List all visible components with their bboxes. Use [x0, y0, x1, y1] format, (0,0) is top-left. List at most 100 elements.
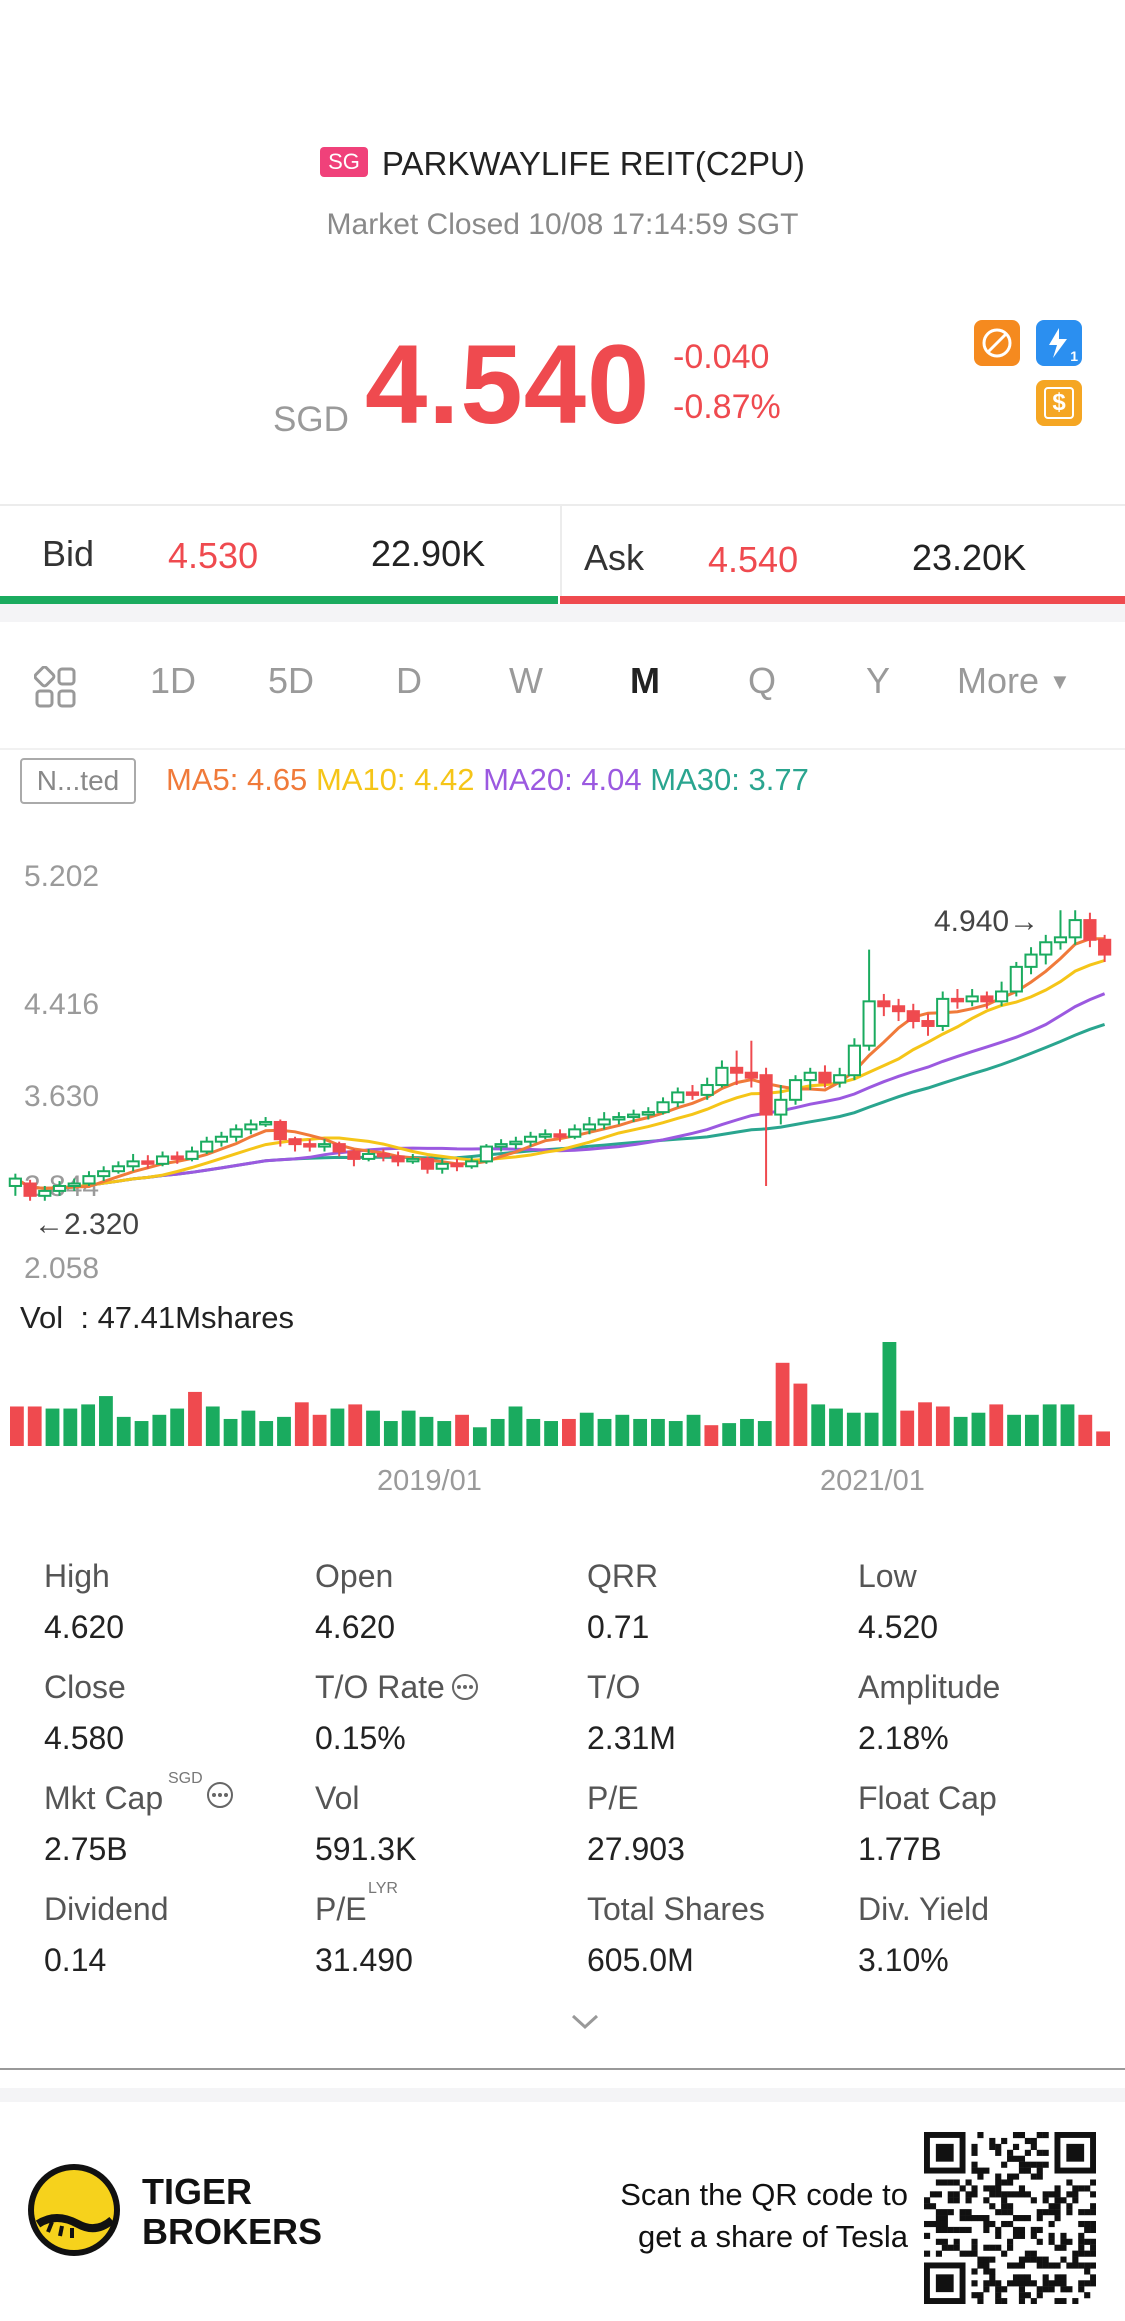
y-tick-1: 4.416 [24, 988, 100, 1021]
volume-readout: Vol : 47.41Mshares [20, 1300, 294, 1336]
ma20-label: MA20: 4.04 [483, 762, 642, 797]
lightning-badge: 1 [1070, 348, 1078, 364]
volume-bar [366, 1410, 380, 1446]
candle [656, 1097, 670, 1115]
candle [406, 1153, 420, 1164]
candle [303, 1139, 317, 1152]
candle [23, 1179, 37, 1201]
candle [995, 981, 1009, 1007]
info-icon-mkt-cap[interactable] [205, 1780, 235, 1815]
candle [1068, 910, 1082, 945]
market-status: Market Closed 10/08 17:14:59 SGT [326, 208, 799, 241]
volume-bar [312, 1414, 327, 1446]
volume-label: Vol [20, 1300, 64, 1335]
volume-chart[interactable] [0, 1330, 1125, 1450]
layout-grid-icon[interactable] [33, 665, 78, 715]
tab-w[interactable]: W [509, 660, 543, 701]
stat-label: Dividend [44, 1891, 169, 1927]
stat-value: 4.620 [315, 1609, 396, 1645]
volume-bar [757, 1421, 772, 1446]
stat-value: 4.520 [858, 1609, 939, 1645]
volume-bar [882, 1342, 897, 1446]
price-currency: SGD [273, 400, 349, 439]
dollar-icon[interactable]: $ [1036, 380, 1082, 426]
stat-value: 4.580 [44, 1720, 125, 1756]
stat-label: Div. Yield [858, 1891, 990, 1927]
brand-line-2: BROKERS [142, 2211, 323, 2252]
tab-q[interactable]: Q [748, 660, 777, 701]
candle [244, 1119, 258, 1135]
volume-bar [223, 1418, 238, 1446]
pe-lyr-tag: LYR [368, 1880, 398, 1897]
stat-label: High [44, 1558, 110, 1594]
bid-volume: 22.90K [371, 533, 486, 574]
candle [1053, 910, 1068, 950]
volume-bar [401, 1410, 416, 1446]
candle [259, 1117, 273, 1127]
candle [391, 1151, 405, 1167]
volume-bar [10, 1406, 24, 1446]
tab-1d[interactable]: 1D [150, 660, 197, 701]
volume-bar [419, 1416, 434, 1446]
qr-code[interactable] [924, 2132, 1096, 2304]
candle [420, 1156, 435, 1174]
volume-bar [811, 1404, 826, 1446]
stat-value: 2.31M [587, 1720, 676, 1756]
stat-value: 591.3K [315, 1831, 417, 1867]
candle [347, 1149, 361, 1167]
candle [52, 1181, 67, 1196]
more-label: More [957, 660, 1040, 701]
tab-d[interactable]: D [396, 660, 422, 701]
candle [950, 989, 965, 1009]
volume-bar [1024, 1414, 1039, 1446]
volume-bar [900, 1410, 915, 1446]
volume-bar [846, 1412, 861, 1446]
no-short-icon[interactable] [974, 320, 1020, 366]
ma10-label: MA10: 4.42 [315, 762, 475, 797]
candle [627, 1109, 641, 1122]
volume-bar [383, 1421, 398, 1446]
candle [906, 1003, 920, 1029]
candle [82, 1171, 96, 1186]
candle [965, 989, 979, 1007]
candle [803, 1067, 817, 1090]
indicator-selector[interactable]: N...ted [20, 758, 136, 804]
bid-price: 4.530 [168, 535, 259, 576]
stat-label: T/O Rate [315, 1669, 445, 1705]
ask-depth-bar [560, 596, 1125, 604]
volume-bar [775, 1362, 790, 1446]
volume-bar [490, 1418, 505, 1446]
volume-bar [579, 1412, 594, 1446]
volume-bar [1096, 1431, 1110, 1446]
candle [126, 1153, 140, 1172]
lightning-icon[interactable]: 1 [1036, 320, 1082, 366]
candle [538, 1129, 552, 1140]
tab-m[interactable]: M [630, 660, 660, 701]
volume-bar [99, 1396, 113, 1446]
candle [479, 1144, 493, 1164]
candlestick-chart[interactable] [0, 860, 1125, 1280]
stat-value: 0.14 [44, 1942, 107, 1978]
candle [730, 1050, 744, 1086]
arrow-right-icon: → [1009, 905, 1040, 938]
volume-bar [455, 1414, 469, 1446]
tab-5d[interactable]: 5D [268, 660, 315, 701]
stat-value: 605.0M [587, 1942, 694, 1978]
volume-bar [134, 1421, 149, 1446]
volume-bar [116, 1416, 131, 1446]
volume-bar [829, 1408, 843, 1446]
info-icon-to-rate[interactable] [450, 1672, 480, 1707]
expand-chevron-icon[interactable] [570, 2012, 600, 2037]
bid-depth-bar [0, 596, 558, 604]
candle [288, 1136, 302, 1152]
candle [921, 1013, 935, 1036]
stat-value: 31.490 [315, 1942, 413, 1978]
candle [523, 1131, 538, 1147]
candle [362, 1149, 376, 1162]
tab-more[interactable]: More ▼ [957, 660, 1071, 702]
tab-y[interactable]: Y [866, 660, 891, 701]
promo-line-2: get a share of Tesla [638, 2219, 908, 2254]
low-value: 2.320 [64, 1208, 140, 1241]
candle [1098, 934, 1112, 962]
candle [641, 1107, 655, 1120]
